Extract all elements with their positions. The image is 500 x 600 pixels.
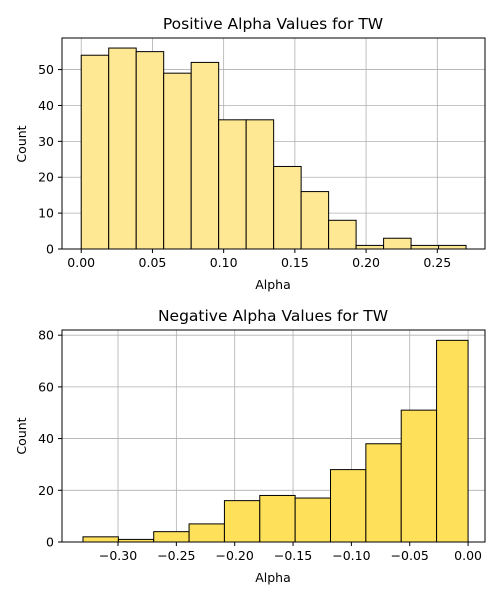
chart-title: Positive Alpha Values for TW (163, 15, 383, 33)
y-tick-label: 10 (38, 206, 54, 221)
x-tick-label: −0.10 (332, 548, 370, 563)
histogram-bar (300, 191, 330, 250)
histogram-bar (190, 61, 220, 250)
x-axis-label: Alpha (255, 277, 291, 292)
histogram-bar (218, 119, 247, 250)
y-axis-label: Count (14, 125, 29, 162)
y-tick-label: 40 (38, 431, 54, 446)
histogram-bar (436, 339, 469, 543)
histogram-bar (259, 494, 296, 543)
histogram-bar (80, 54, 110, 250)
histogram-bar (163, 72, 192, 250)
histogram-bar (330, 469, 367, 543)
negative-alpha-histogram: Negative Alpha Values for TW Alpha Count… (14, 307, 486, 585)
x-tick-label: 0.00 (454, 548, 482, 563)
y-tick-label: 40 (38, 98, 54, 113)
histogram-bar (410, 244, 440, 250)
histogram-bar (383, 237, 412, 250)
x-tick-label: 0.05 (139, 255, 167, 270)
y-tick-label: 0 (46, 535, 54, 550)
y-axis-label: Count (14, 417, 29, 454)
histogram-bar (245, 119, 275, 250)
x-tick-label: 0.00 (67, 255, 95, 270)
axes-frame (61, 329, 486, 543)
histogram-bar (328, 219, 357, 250)
x-tick-label: −0.30 (99, 548, 137, 563)
histogram-bar (365, 443, 402, 543)
y-tick-label: 30 (38, 134, 54, 149)
y-tick-label: 20 (38, 483, 54, 498)
y-tick-label: 0 (46, 242, 54, 257)
histogram-bar (438, 244, 467, 250)
positive-alpha-histogram: Positive Alpha Values for TW Alpha Count… (14, 15, 486, 292)
histogram-bar (108, 47, 137, 250)
x-tick-label: 0.15 (281, 255, 309, 270)
histogram-bar (188, 523, 225, 543)
x-tick-label: −0.15 (274, 548, 312, 563)
x-tick-label: −0.20 (216, 548, 254, 563)
histogram-bar (273, 165, 302, 250)
x-tick-label: 0.20 (352, 255, 380, 270)
x-axis-label: Alpha (255, 570, 291, 585)
y-tick-label: 50 (38, 62, 54, 77)
histogram-bar (135, 51, 165, 250)
x-tick-label: −0.25 (157, 548, 195, 563)
y-tick-label: 60 (38, 379, 54, 394)
histogram-bar (400, 409, 438, 543)
histogram-bar (355, 244, 385, 250)
axes-frame (61, 37, 486, 250)
histogram-bar (82, 536, 119, 543)
x-tick-label: −0.05 (391, 548, 429, 563)
histogram-bar (294, 497, 332, 543)
histogram-bar (223, 500, 261, 543)
y-tick-label: 80 (38, 328, 54, 343)
chart-title: Negative Alpha Values for TW (158, 307, 388, 325)
x-tick-label: 0.10 (210, 255, 238, 270)
histogram-bar (153, 531, 190, 543)
y-tick-label: 20 (38, 170, 54, 185)
x-tick-label: 0.25 (423, 255, 451, 270)
